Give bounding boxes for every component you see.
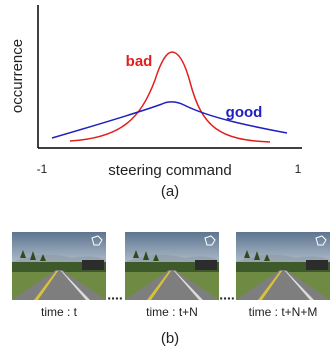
y-axis-label: occurrence: [9, 39, 26, 113]
separator: ....: [107, 287, 123, 303]
bad-label: bad: [126, 53, 153, 70]
x-axis-label: steering command: [108, 162, 231, 179]
frame-caption: time : t+N: [146, 305, 198, 319]
bad-curve: [69, 51, 271, 143]
x-min-label: -1: [37, 162, 48, 176]
caption-b: (b): [161, 330, 179, 347]
x-max-label: 1: [295, 162, 302, 176]
good-label: good: [226, 104, 263, 121]
frame-image: [12, 232, 106, 300]
frame-image: [236, 232, 330, 300]
separator: ....: [219, 287, 235, 303]
good-curve: [51, 101, 288, 139]
frame-image: [125, 232, 219, 300]
frame-caption: time : t+N+M: [249, 305, 318, 319]
frame-caption: time : t: [41, 305, 78, 319]
caption-a: (a): [161, 183, 179, 200]
